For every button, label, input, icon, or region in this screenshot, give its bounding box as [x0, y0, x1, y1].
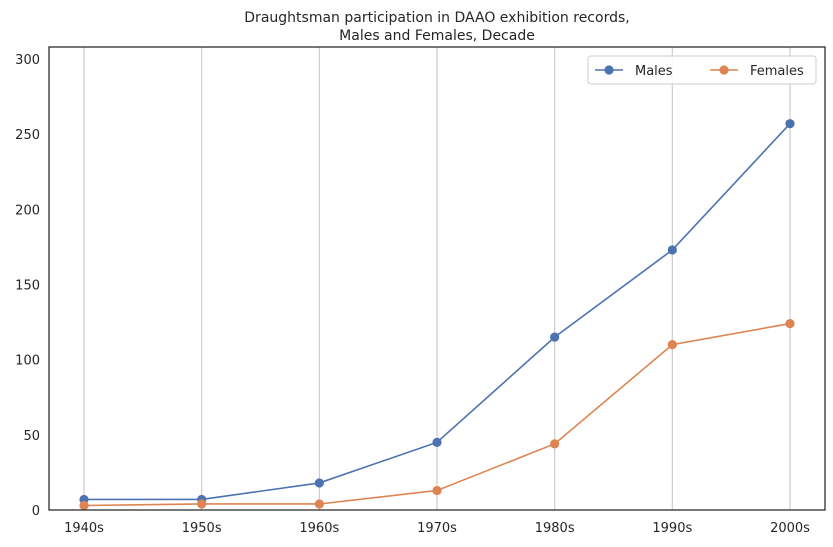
- y-tick-label-250: 250: [15, 128, 40, 143]
- chart-title: Draughtsman participation in DAAO exhibi…: [244, 10, 629, 44]
- legend-swatch-marker-males: [604, 65, 614, 75]
- legend: Males Females: [587, 55, 817, 85]
- point-males-1970s: [432, 437, 442, 447]
- chart-title-line-1: Draughtsman participation in DAAO exhibi…: [244, 10, 629, 26]
- point-males-1990s: [667, 245, 677, 255]
- y-tick-label-50: 50: [23, 429, 40, 444]
- point-males-1980s: [550, 332, 560, 342]
- point-females-2000s: [785, 318, 795, 329]
- plot-frame: [48, 46, 826, 511]
- legend-label-females: Females: [750, 64, 804, 79]
- x-tick-label-2000s: 2000s: [770, 521, 810, 536]
- point-males-2000s: [785, 119, 795, 129]
- y-axis-ticks: 0 50 100 150 200 250 300: [15, 53, 40, 519]
- point-females-1990s: [667, 340, 677, 350]
- x-tick-label-1970s: 1970s: [417, 521, 457, 536]
- x-tick-label-1960s: 1960s: [299, 521, 339, 536]
- chart-title-line-2: Males and Females, Decade: [339, 28, 535, 44]
- series-lines: [79, 119, 795, 511]
- x-tick-label-1940s: 1940s: [64, 521, 104, 536]
- legend-label-males: Males: [635, 64, 673, 79]
- x-axis-ticks: 1940s 1950s 1960s 1970s 1980s 1990s 2000s: [64, 521, 810, 536]
- x-tick-label-1950s: 1950s: [182, 521, 222, 536]
- y-tick-label-300: 300: [15, 53, 40, 68]
- legend-box: [587, 55, 817, 85]
- y-tick-label-0: 0: [32, 504, 40, 519]
- x-tick-label-1980s: 1980s: [535, 521, 575, 536]
- point-males-1960s: [314, 478, 324, 488]
- legend-swatch-marker-females: [719, 65, 729, 75]
- point-females-1980s: [550, 439, 560, 449]
- point-females-1960s: [314, 499, 324, 509]
- point-females-1940s: [79, 500, 89, 511]
- point-females-1950s: [197, 499, 207, 509]
- point-females-1970s: [432, 485, 442, 496]
- y-tick-label-150: 150: [15, 279, 40, 294]
- x-tick-label-1990s: 1990s: [652, 521, 692, 536]
- y-tick-label-200: 200: [15, 203, 40, 218]
- y-tick-label-100: 100: [15, 354, 40, 369]
